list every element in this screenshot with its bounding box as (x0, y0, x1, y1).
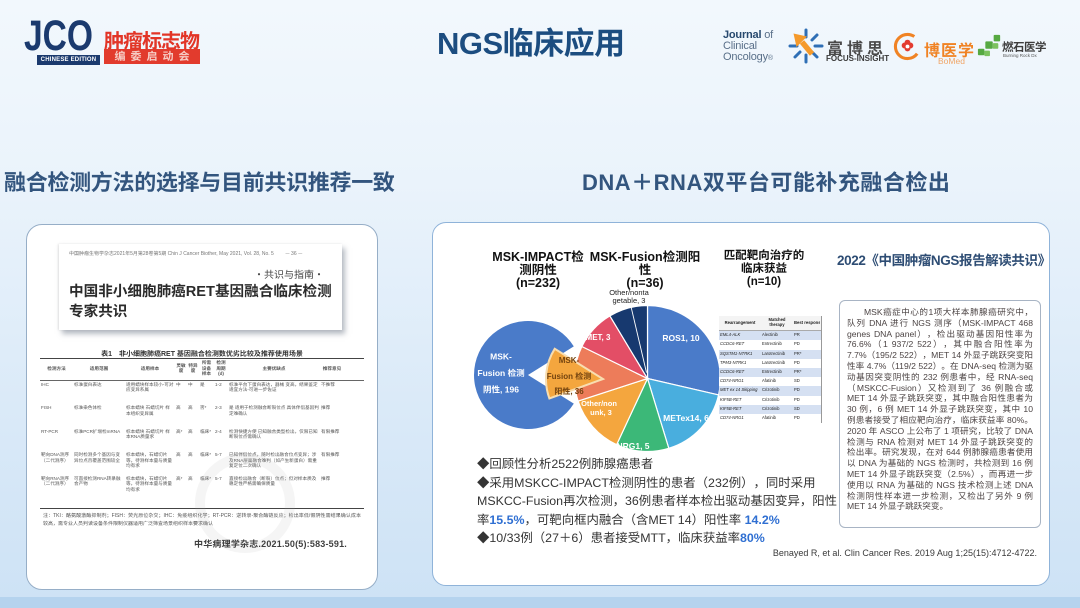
svg-text:阴性, 196: 阴性, 196 (483, 384, 519, 396)
svg-text:Other/non: Other/non (581, 398, 617, 409)
svg-text:NRG1, 5: NRG1, 5 (616, 440, 649, 452)
svg-text:MSK-: MSK- (490, 351, 512, 363)
svg-text:unk, 3: unk, 3 (590, 407, 612, 418)
svg-text:ROS1, 10: ROS1, 10 (662, 332, 700, 344)
svg-text:MSK-: MSK- (559, 355, 580, 366)
svg-text:getable, 3: getable, 3 (613, 295, 646, 306)
svg-text:Fusion 检测: Fusion 检测 (547, 371, 591, 382)
svg-text:MET, 3: MET, 3 (586, 332, 611, 343)
svg-text:阳性, 36: 阳性, 36 (554, 386, 584, 397)
svg-text:Fusion 检测: Fusion 检测 (477, 367, 524, 379)
svg-text:METex14, 6: METex14, 6 (663, 412, 709, 424)
svg-text:Other/nonta: Other/nonta (609, 287, 649, 298)
